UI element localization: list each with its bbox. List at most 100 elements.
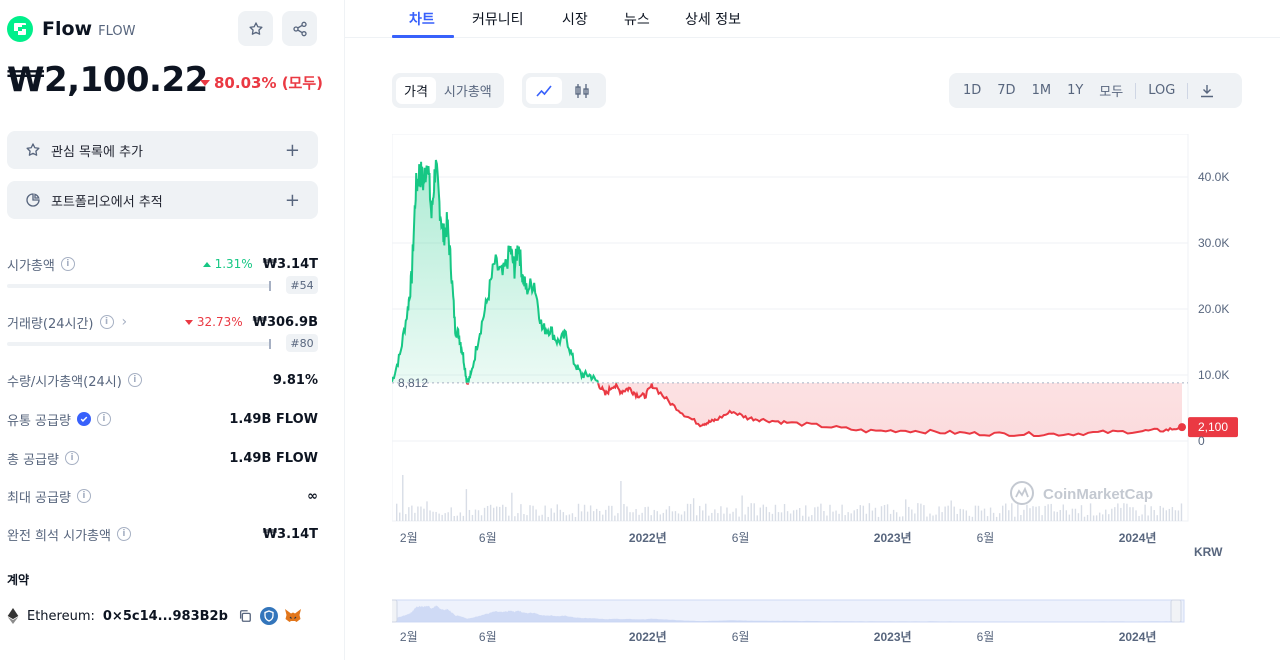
info-icon[interactable]: i bbox=[116, 527, 131, 541]
volume-bar bbox=[477, 510, 480, 521]
market-cap-rank-bar bbox=[7, 281, 271, 291]
volume-bar bbox=[1002, 505, 1004, 521]
volume-bar bbox=[1014, 516, 1016, 521]
info-icon[interactable]: i bbox=[60, 257, 75, 271]
contract-address[interactable]: 0×5c14...983B2b bbox=[102, 608, 228, 624]
volume-bar bbox=[1020, 514, 1022, 521]
stat-circulating-supply: 유통 공급량 i 1.49B FLOW bbox=[7, 409, 318, 429]
tab-details[interactable]: 상세 정보 bbox=[685, 12, 741, 28]
volume-bar bbox=[1144, 504, 1146, 521]
range-navigator[interactable]: 2월 6월 2022년 6월 2023년 6월 2024년 bbox=[392, 599, 1185, 644]
info-icon[interactable]: i bbox=[96, 412, 111, 426]
volume-bar bbox=[995, 516, 998, 521]
volume-bar bbox=[944, 506, 946, 521]
volume-bar bbox=[1126, 503, 1128, 521]
volume-bar bbox=[1141, 514, 1143, 521]
volume-bar bbox=[835, 510, 837, 521]
volume-bar bbox=[777, 512, 780, 521]
toggle-market-cap[interactable]: 시가총액 bbox=[443, 85, 492, 100]
range-all[interactable]: 모두 bbox=[1099, 85, 1124, 100]
volume-bar bbox=[608, 505, 610, 521]
volume-bar bbox=[689, 503, 692, 521]
volume-bar bbox=[765, 506, 768, 521]
volume-bar bbox=[486, 505, 489, 521]
range-1y[interactable]: 1Y bbox=[1067, 83, 1084, 98]
candlestick-chart-button[interactable] bbox=[562, 77, 602, 104]
tab-chart[interactable]: 차트 bbox=[409, 12, 435, 28]
x-tick-label: 2023년 bbox=[874, 630, 912, 644]
tab-community[interactable]: 커뮤니티 bbox=[472, 12, 524, 28]
volume-bar bbox=[926, 516, 928, 521]
volume-bar bbox=[832, 511, 834, 521]
favorite-button[interactable] bbox=[238, 11, 273, 46]
tab-news[interactable]: 뉴스 bbox=[624, 12, 650, 28]
volume-bar bbox=[429, 510, 431, 521]
price-type-toggle: 가격 시가총액 bbox=[392, 73, 504, 108]
volume-bar bbox=[753, 503, 755, 521]
x-tick-label: 2022년 bbox=[629, 531, 667, 545]
volume-bar bbox=[517, 513, 519, 521]
volume-bar bbox=[459, 512, 462, 521]
copy-icon[interactable] bbox=[238, 609, 252, 623]
volume-bar bbox=[829, 504, 831, 521]
info-icon[interactable]: i bbox=[127, 373, 142, 387]
navigator-right-handle[interactable] bbox=[1170, 599, 1182, 623]
volume-bar bbox=[741, 495, 743, 521]
volume-bar bbox=[892, 509, 895, 521]
flow-logo-icon bbox=[7, 16, 33, 42]
info-icon[interactable]: i bbox=[99, 315, 114, 329]
price-chart[interactable]: 8,812 2,100 40.0K 30.0K 20.0K 10.0K 0 2월 6월 20… bbox=[392, 134, 1252, 654]
chevron-right-icon[interactable]: › bbox=[121, 314, 128, 330]
line-chart-button[interactable] bbox=[526, 77, 562, 104]
toggle-price[interactable]: 가격 bbox=[396, 77, 436, 104]
volume-bar bbox=[1129, 507, 1131, 521]
volume-bar bbox=[626, 506, 628, 521]
volume-bar bbox=[1029, 508, 1031, 521]
volume-bar bbox=[699, 505, 701, 521]
range-1d[interactable]: 1D bbox=[963, 83, 982, 98]
volume-bar bbox=[798, 507, 801, 521]
volume-bar bbox=[983, 508, 986, 521]
tab-markets[interactable]: 시장 bbox=[562, 12, 588, 28]
volume-bar bbox=[583, 504, 586, 521]
volume-bar bbox=[1059, 509, 1061, 521]
volume-bar bbox=[502, 504, 504, 521]
volume-bar bbox=[959, 508, 961, 521]
volume-bar bbox=[1105, 509, 1107, 521]
volume-bar bbox=[898, 516, 901, 521]
volume-bar bbox=[1168, 508, 1171, 521]
volume-bar bbox=[480, 515, 483, 521]
download-button[interactable] bbox=[1192, 77, 1222, 104]
range-7d[interactable]: 7D bbox=[997, 83, 1016, 98]
volume-bar bbox=[408, 507, 410, 521]
volume-bar bbox=[989, 507, 992, 521]
stat-label: 거래량(24시간) bbox=[7, 316, 94, 332]
metamask-fox-icon[interactable] bbox=[284, 608, 302, 624]
info-icon[interactable]: i bbox=[76, 489, 91, 503]
x-axis-labels: 2월 6월 2022년 6월 2023년 6월 2024년 bbox=[400, 531, 1157, 545]
volume-bar bbox=[550, 508, 552, 521]
volume-bar bbox=[841, 504, 843, 521]
volume-bar bbox=[635, 509, 637, 521]
stat-fdv: 완전 희석 시가총액 i ₩3.14T bbox=[7, 524, 318, 544]
volume-bar bbox=[1044, 505, 1046, 521]
volume-bar bbox=[1095, 515, 1098, 521]
info-icon[interactable]: i bbox=[64, 451, 79, 465]
portfolio-label: 포트폴리오에서 추적 bbox=[51, 194, 163, 210]
volume-bar bbox=[889, 513, 892, 521]
volume-bar bbox=[1056, 511, 1058, 521]
shield-icon[interactable] bbox=[259, 607, 278, 625]
navigator-left-handle[interactable] bbox=[392, 599, 398, 623]
last-price-tag bbox=[1188, 417, 1238, 438]
log-scale-button[interactable]: LOG bbox=[1148, 83, 1176, 98]
volume-bar bbox=[568, 514, 571, 521]
volume-bar bbox=[1026, 504, 1028, 521]
volume-bar bbox=[1062, 504, 1064, 521]
range-1m[interactable]: 1M bbox=[1031, 83, 1052, 98]
track-portfolio-button[interactable]: 포트폴리오에서 추적 + bbox=[7, 181, 318, 219]
volume-bar bbox=[571, 513, 574, 521]
share-button[interactable] bbox=[282, 11, 317, 46]
volume-bar bbox=[602, 514, 604, 521]
add-to-watchlist-button[interactable]: 관심 목록에 추가 + bbox=[7, 131, 318, 169]
volume-bar bbox=[438, 513, 440, 521]
